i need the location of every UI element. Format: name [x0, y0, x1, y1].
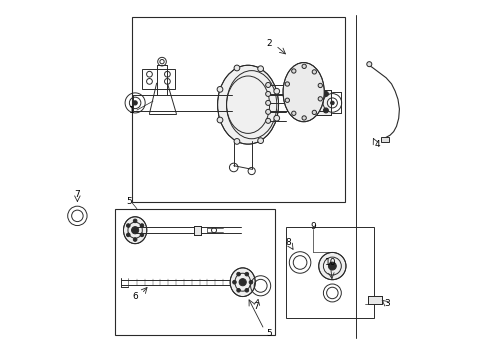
Circle shape [126, 224, 130, 227]
Bar [194, 226, 201, 235]
Circle shape [302, 64, 305, 68]
Circle shape [234, 139, 239, 144]
Circle shape [273, 88, 279, 94]
Text: 7: 7 [253, 302, 259, 311]
Circle shape [291, 69, 295, 73]
Circle shape [140, 224, 143, 227]
Circle shape [323, 108, 328, 113]
Bar [367, 296, 381, 304]
Bar [142, 69, 174, 89]
Circle shape [133, 238, 137, 241]
Text: 4: 4 [374, 140, 379, 149]
Circle shape [310, 91, 316, 96]
Bar [194, 226, 201, 235]
Bar [367, 296, 381, 304]
Circle shape [318, 97, 322, 101]
Circle shape [273, 115, 279, 121]
Circle shape [285, 82, 289, 86]
Circle shape [265, 82, 270, 87]
Circle shape [131, 226, 139, 234]
Circle shape [236, 272, 240, 276]
Circle shape [318, 252, 346, 280]
Circle shape [285, 98, 289, 102]
Circle shape [126, 233, 130, 237]
Circle shape [328, 262, 336, 270]
Circle shape [140, 233, 143, 237]
Ellipse shape [230, 268, 255, 297]
Circle shape [257, 66, 263, 72]
Circle shape [249, 280, 252, 284]
Circle shape [302, 116, 305, 120]
Circle shape [133, 101, 137, 105]
Circle shape [265, 91, 270, 96]
Text: 1: 1 [129, 105, 135, 114]
Text: 3: 3 [383, 299, 389, 308]
Circle shape [265, 109, 270, 114]
Text: 6: 6 [132, 292, 138, 301]
Circle shape [217, 86, 223, 92]
Ellipse shape [283, 63, 324, 122]
Circle shape [234, 65, 239, 71]
Bar [308, 90, 330, 116]
Circle shape [330, 101, 333, 105]
Circle shape [323, 91, 328, 96]
Text: 5: 5 [126, 197, 132, 206]
Circle shape [311, 70, 316, 74]
Bar [381, 136, 388, 141]
Circle shape [366, 62, 371, 67]
Circle shape [291, 111, 295, 116]
Text: 8: 8 [285, 238, 291, 247]
Circle shape [133, 219, 137, 223]
Circle shape [257, 138, 263, 144]
Circle shape [265, 100, 270, 105]
Text: 10: 10 [324, 258, 336, 267]
Text: 9: 9 [310, 222, 316, 231]
Text: 5: 5 [265, 329, 271, 338]
Circle shape [265, 118, 270, 123]
Ellipse shape [123, 217, 146, 244]
Circle shape [318, 83, 322, 87]
Bar [131, 17, 344, 202]
Ellipse shape [217, 65, 278, 144]
Circle shape [236, 288, 240, 292]
Circle shape [311, 110, 316, 114]
Circle shape [239, 279, 246, 286]
Circle shape [244, 288, 248, 292]
Bar [285, 226, 373, 318]
Circle shape [244, 272, 248, 276]
Text: 2: 2 [265, 39, 271, 48]
Text: 7: 7 [74, 190, 80, 199]
Bar [308, 90, 330, 116]
Circle shape [232, 280, 236, 284]
Circle shape [310, 108, 316, 113]
Circle shape [217, 117, 223, 123]
